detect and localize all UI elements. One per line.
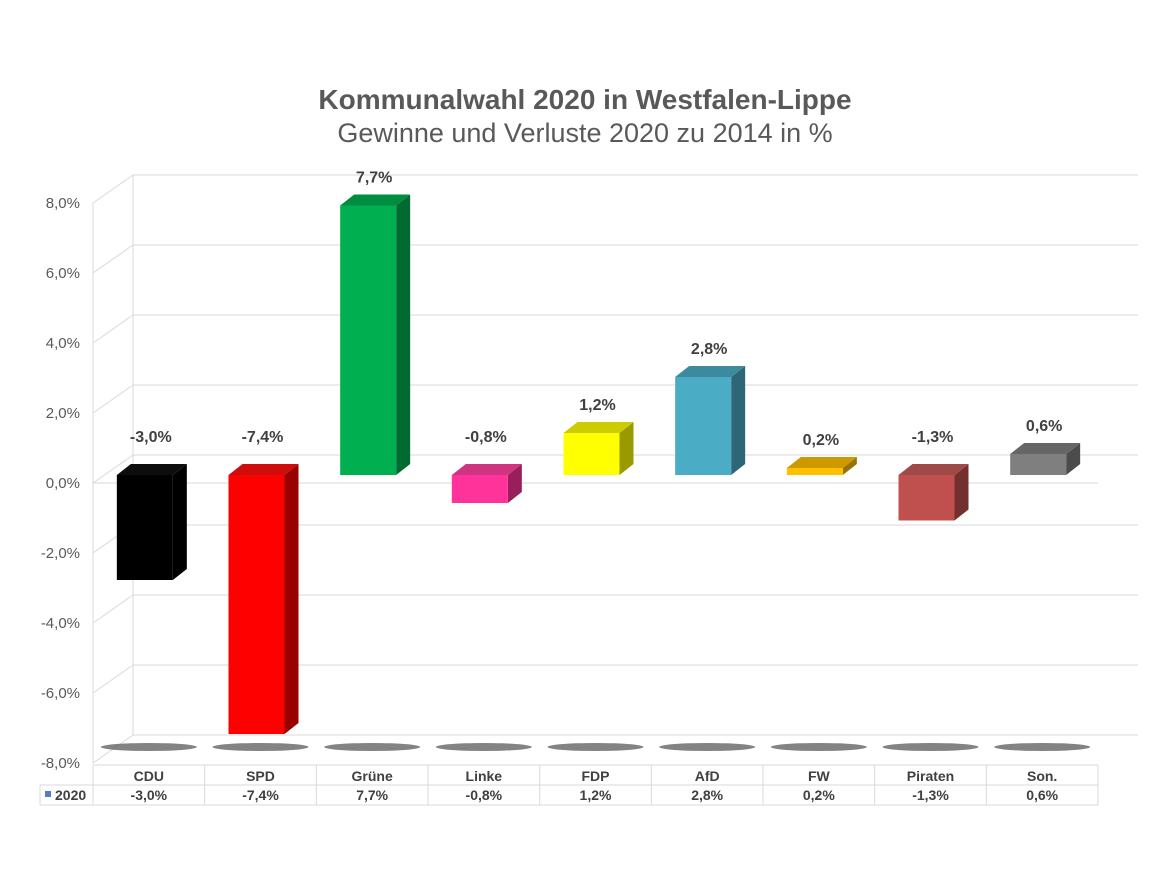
bar-top-spd	[228, 464, 299, 475]
table-category-label: FW	[808, 768, 831, 784]
y-tick-label: -4,0%	[41, 615, 80, 632]
bar-top-fw	[786, 457, 857, 468]
data-label: 2,8%	[691, 341, 727, 358]
y-tick-label: 0,0%	[46, 475, 80, 492]
floor-shadow	[770, 743, 867, 751]
floor-shadow	[212, 743, 309, 751]
table-category-label: SPD	[246, 768, 275, 784]
bar-side-fdp	[619, 422, 634, 475]
bar-side-son.	[1066, 443, 1081, 475]
bar-side-cdu	[172, 464, 187, 580]
bar-top-linke	[451, 464, 522, 475]
bar-side-linke	[507, 464, 522, 503]
table-category-label: Son.	[1027, 768, 1057, 784]
table-category-label: Grüne	[352, 768, 393, 784]
floor-shadow	[100, 743, 197, 751]
chart-title: Kommunalwahl 2020 in Westfalen-Lippe	[318, 84, 852, 115]
data-label: 0,6%	[1026, 418, 1062, 435]
bar-fdp	[563, 433, 620, 475]
bar-linke	[451, 475, 508, 503]
table-value: 7,7%	[356, 787, 388, 803]
bar-top-piraten	[898, 464, 969, 475]
data-label: -1,3%	[912, 429, 954, 446]
bar-fw	[786, 468, 843, 475]
table-category-label: FDP	[582, 768, 610, 784]
bar-side-grüne	[396, 194, 411, 475]
data-label: 0,2%	[803, 432, 839, 449]
floor-shadow	[659, 743, 756, 751]
data-label: 7,7%	[356, 170, 392, 187]
y-tick-label: -2,0%	[41, 545, 80, 562]
y-tick-label: -8,0%	[41, 755, 80, 772]
bar-grüne	[340, 205, 397, 475]
table-value: -3,0%	[131, 787, 168, 803]
table-value: -1,3%	[912, 787, 949, 803]
table-category-label: Linke	[466, 768, 503, 784]
data-label: -7,4%	[242, 429, 284, 446]
floor-shadow	[882, 743, 979, 751]
table-category-label: AfD	[695, 768, 720, 784]
gridline-diagonal	[92, 384, 134, 414]
y-tick-label: 2,0%	[46, 405, 80, 422]
bar-cdu	[116, 475, 173, 580]
bar-afd	[675, 377, 732, 475]
table-value: 1,2%	[580, 787, 612, 803]
bar-top-cdu	[116, 464, 187, 475]
data-label: -3,0%	[130, 429, 172, 446]
legend-key	[45, 791, 51, 797]
bar-son.	[1010, 454, 1067, 475]
data-label: -0,8%	[465, 429, 507, 446]
table-category-label: CDU	[134, 768, 164, 784]
gridline-diagonal	[92, 314, 134, 344]
gridline-diagonal	[92, 594, 134, 624]
bar-side-fw	[842, 457, 857, 475]
gridline-diagonal	[92, 174, 134, 204]
table-value: -7,4%	[242, 787, 279, 803]
bar-spd	[228, 475, 285, 734]
bar-top-son.	[1010, 443, 1081, 454]
floor-shadow	[994, 743, 1091, 751]
table-value: 2,8%	[691, 787, 723, 803]
table-category-label: Piraten	[907, 768, 954, 784]
y-tick-label: 8,0%	[46, 195, 80, 212]
floor-shadow	[547, 743, 644, 751]
gridline-diagonal	[92, 244, 134, 274]
bar-top-afd	[675, 366, 746, 377]
table-value: 0,6%	[1026, 787, 1058, 803]
gridline-diagonal	[92, 664, 134, 694]
bar-side-afd	[731, 366, 746, 475]
bar-side-spd	[284, 464, 299, 734]
legend-series-name: 2020	[55, 787, 86, 803]
bar-piraten	[898, 475, 955, 521]
y-tick-label: -6,0%	[41, 685, 80, 702]
data-label: 1,2%	[579, 397, 615, 414]
y-tick-label: 4,0%	[46, 335, 80, 352]
floor-shadow	[324, 743, 421, 751]
floor-shadow	[435, 743, 532, 751]
chart-subtitle: Gewinne und Verluste 2020 zu 2014 in %	[337, 118, 833, 148]
gridline-diagonal	[92, 454, 134, 484]
table-value: 0,2%	[803, 787, 835, 803]
bar-side-piraten	[954, 464, 969, 521]
y-tick-label: 6,0%	[46, 265, 80, 282]
table-value: -0,8%	[466, 787, 503, 803]
bar-top-grüne	[340, 194, 411, 206]
bar-top-fdp	[563, 422, 634, 433]
